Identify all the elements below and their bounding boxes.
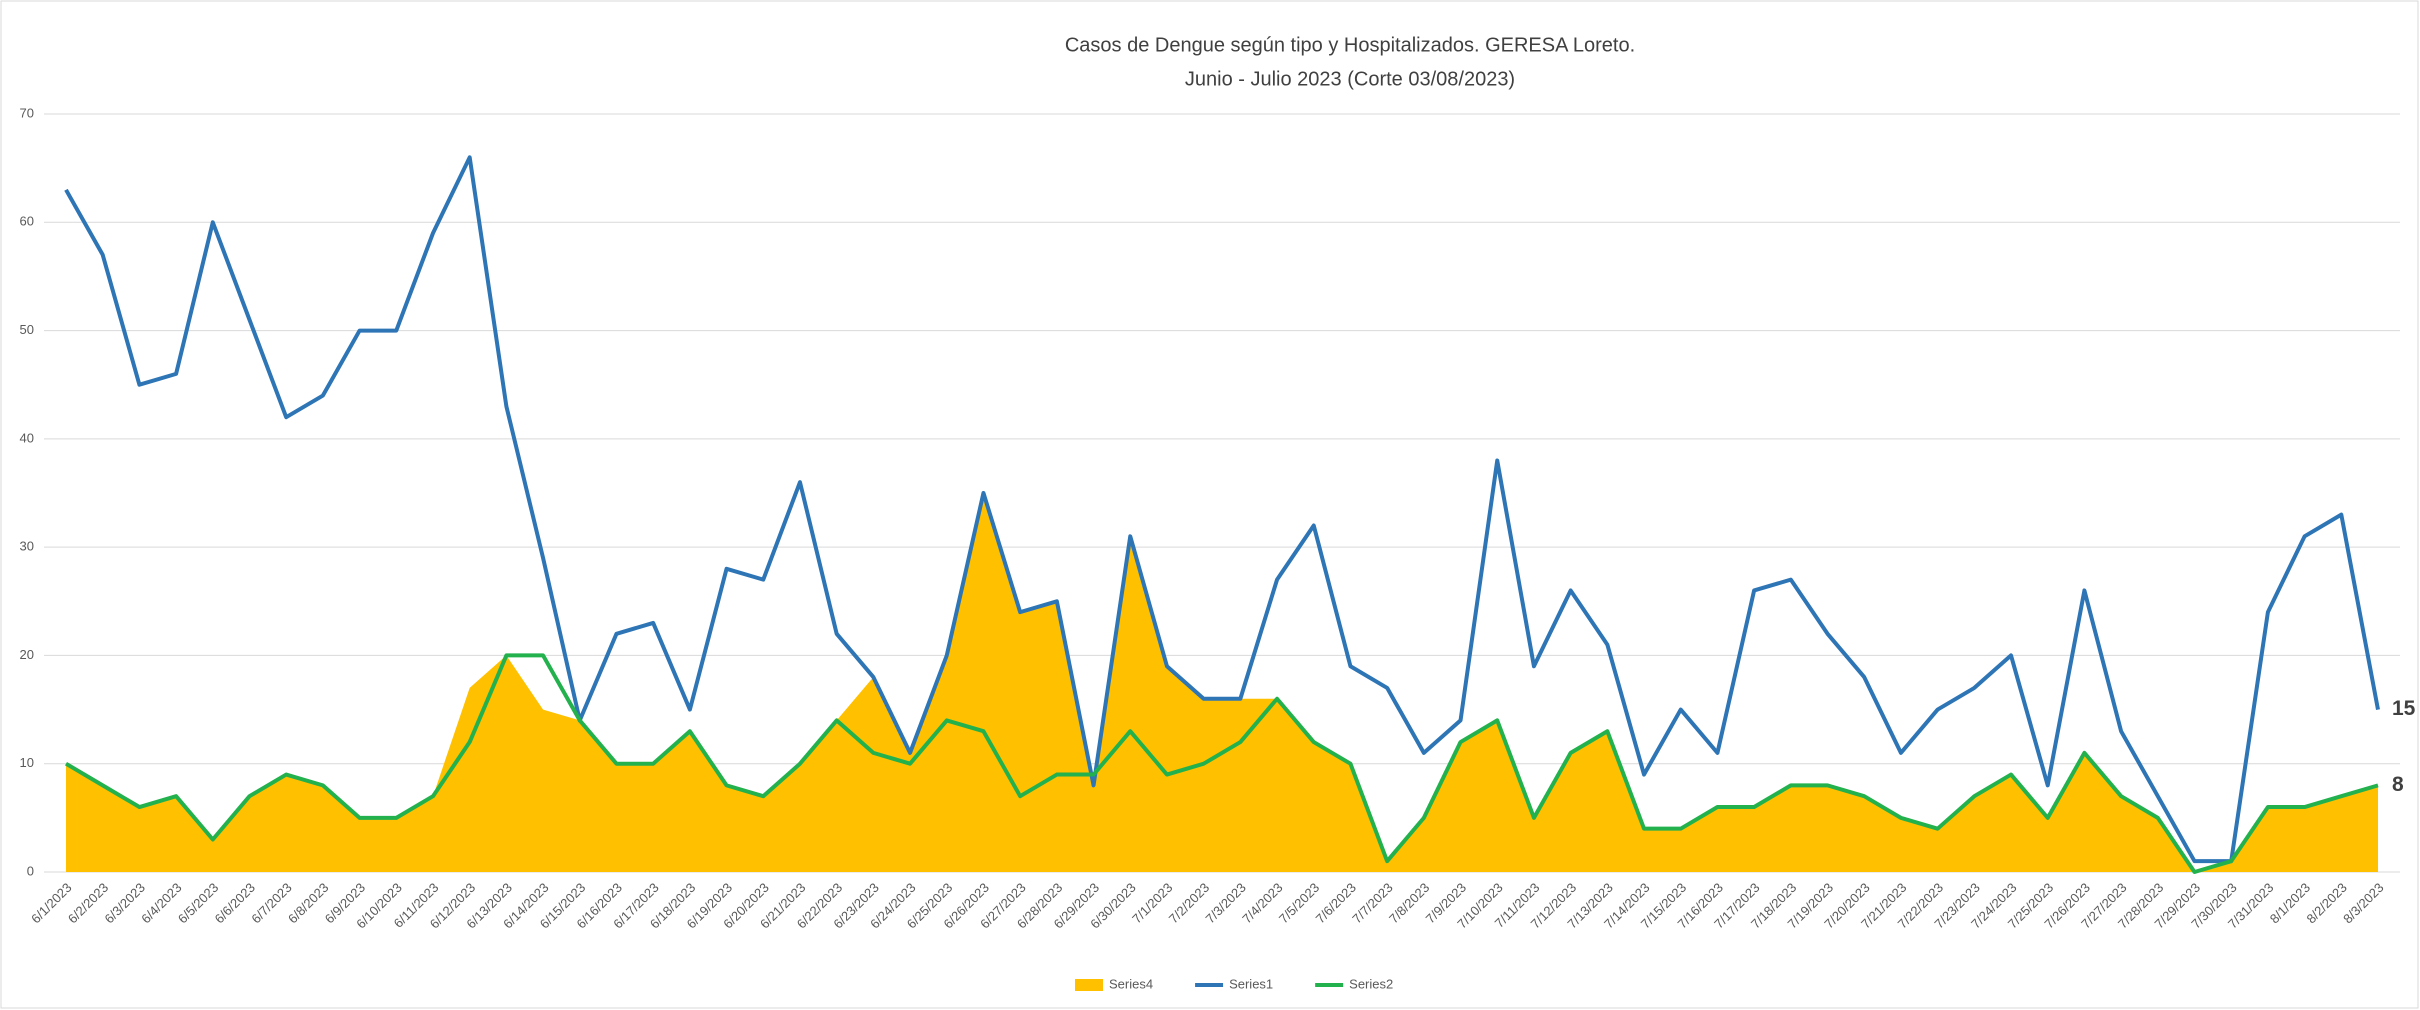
y-tick-label: 50 bbox=[20, 322, 34, 337]
legend-label: Series1 bbox=[1229, 976, 1273, 991]
data-label: 8 bbox=[2392, 773, 2404, 796]
legend-label: Series2 bbox=[1349, 976, 1393, 991]
y-tick-label: 10 bbox=[20, 755, 34, 770]
y-tick-label: 40 bbox=[20, 430, 34, 445]
y-tick-label: 60 bbox=[20, 214, 34, 229]
data-label: 15 bbox=[2392, 697, 2416, 720]
y-tick-label: 20 bbox=[20, 647, 34, 662]
line bbox=[64, 155, 2380, 864]
line bbox=[64, 653, 2379, 874]
y-tick-label: 30 bbox=[20, 539, 34, 554]
chart-subtitle: Junio - Julio 2023 (Corte 03/08/2023) bbox=[1185, 68, 1515, 90]
legend-swatch bbox=[1075, 979, 1103, 991]
chart-title: Casos de Dengue según tipo y Hospitaliza… bbox=[1065, 34, 1635, 56]
y-tick-label: 70 bbox=[20, 105, 34, 120]
area bbox=[66, 493, 2378, 872]
legend-label: Series4 bbox=[1109, 976, 1153, 991]
y-tick-label: 0 bbox=[27, 863, 34, 878]
